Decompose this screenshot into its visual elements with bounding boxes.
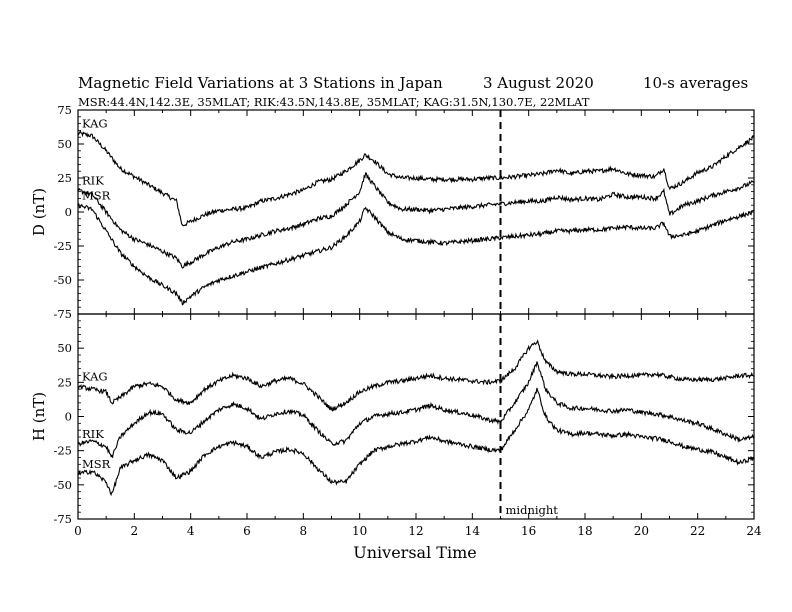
series-kag-label: KAG [82,370,108,384]
y-tick-label: -25 [53,239,72,253]
x-tick-label: 20 [634,524,649,538]
midnight-label: midnight [506,503,559,517]
y-tick-label: 50 [57,137,72,151]
series-msr-trace [77,387,755,497]
plot-frame [77,313,755,520]
station-coordinates: MSR:44.4N,142.3E, 35MLAT; RIK:43.5N,143.… [78,95,590,109]
y-tick-label: 0 [65,410,72,424]
y-tick-label: 75 [57,103,72,117]
x-tick-label: 2 [131,524,139,538]
chart-date: 3 August 2020 [483,74,594,92]
x-tick-label: 6 [243,524,251,538]
y-tick-label: -50 [53,478,72,492]
y-tick-label: -50 [53,273,72,287]
chart-title: Magnetic Field Variations at 3 Stations … [78,74,443,92]
x-axis-label: Universal Time [353,543,476,562]
series-msr-label: MSR [82,457,111,471]
x-tick-label: 18 [577,524,592,538]
x-tick-label: 14 [465,524,481,538]
series-rik-label: RIK [82,174,104,188]
y-tick-label: -75 [53,307,72,321]
series-rik-label: RIK [82,427,104,441]
y-tick-label: -75 [53,512,72,526]
series-rik-trace [77,172,755,269]
series-kag-label: KAG [82,116,108,130]
y-tick-label: 25 [57,375,72,389]
y-tick-label: 0 [65,205,72,219]
series-kag-trace [77,339,755,412]
x-tick-label: 0 [74,524,82,538]
x-tick-label: 8 [300,524,308,538]
series-kag-trace [77,130,755,227]
y-axis-label: D (nT) [30,188,48,236]
y-tick-label: 25 [57,171,72,185]
x-tick-label: 16 [521,524,536,538]
series-msr-label: MSR [82,188,111,202]
averaging-label: 10-s averages [643,74,748,92]
x-tick-label: 24 [746,524,762,538]
y-axis-label: H (nT) [30,392,48,441]
series-rik-trace [77,361,755,458]
x-tick-label: 4 [187,524,195,538]
y-tick-label: 50 [57,341,72,355]
series-msr-trace [77,202,755,306]
x-tick-label: 22 [690,524,705,538]
x-tick-label: 12 [408,524,423,538]
y-tick-label: -25 [53,444,72,458]
x-tick-label: 10 [352,524,367,538]
